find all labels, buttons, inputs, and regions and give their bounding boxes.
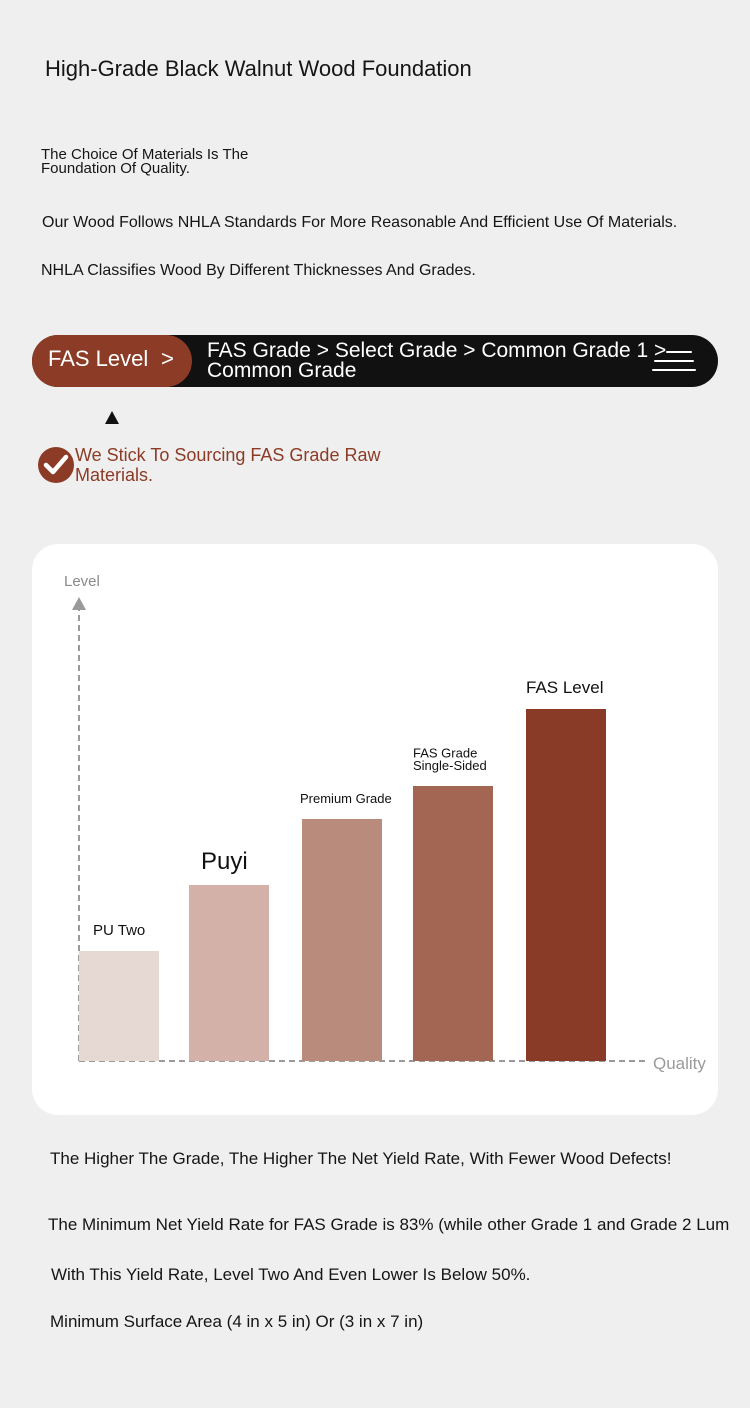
- pointer-triangle-icon: [105, 411, 119, 424]
- y-axis-arrow-icon: [72, 597, 86, 610]
- bar-label-2: Puyi: [201, 848, 248, 875]
- grade-bar-chart: Level Quality PU Two Puyi Premium Grade FAS …: [64, 573, 706, 1073]
- bar-1: [79, 951, 159, 1061]
- page-title: High-Grade Black Walnut Wood Foundation: [45, 56, 472, 81]
- grade-sequence-text: FAS Grade > Select Grade > Common Grade …: [207, 339, 667, 382]
- bar-4: [413, 786, 493, 1061]
- bar-label-3: Premium Grade: [300, 791, 392, 806]
- bar-5: [526, 709, 606, 1061]
- menu-icon[interactable]: [652, 349, 696, 373]
- check-circle-icon: [38, 447, 74, 483]
- y-axis-label: Level: [64, 573, 100, 590]
- x-axis-label: Quality: [653, 1054, 706, 1073]
- intro-text: The Choice Of Materials Is The Foundatio…: [41, 146, 249, 177]
- chevron-right-icon: >: [161, 346, 174, 371]
- fas-level-pill[interactable]: FAS Level >: [32, 335, 192, 387]
- fas-level-pill-label: FAS Level: [48, 346, 149, 371]
- bar-label-4: FAS Grade: [413, 746, 477, 761]
- bar-2: [189, 885, 269, 1061]
- grade-chart-card: Level Quality PU Two Puyi Premium Grade FAS …: [32, 544, 718, 1115]
- surface-area-text: Minimum Surface Area (4 in x 5 in) Or (3…: [50, 1312, 424, 1331]
- bar-3: [302, 819, 382, 1061]
- higher-grade-text: The Higher The Grade, The Higher The Net…: [50, 1149, 672, 1168]
- yield-rate-text: With This Yield Rate, Level Two And Even…: [51, 1265, 531, 1284]
- standards-text: Our Wood Follows NHLA Standards For More…: [42, 214, 678, 231]
- bar-label-5: FAS Level: [526, 678, 604, 697]
- sourcing-commitment-text: We Stick To Sourcing FAS Grade Raw Mater…: [75, 445, 381, 485]
- grade-hierarchy-bar: FAS Level > FAS Grade > Select Grade > C…: [32, 335, 718, 387]
- bar-label-1: PU Two: [93, 922, 145, 939]
- bar-label-4: Single-Sided: [413, 758, 487, 773]
- classification-text: NHLA Classifies Wood By Different Thickn…: [41, 262, 476, 279]
- minimum-yield-text: The Minimum Net Yield Rate for FAS Grade…: [48, 1215, 730, 1234]
